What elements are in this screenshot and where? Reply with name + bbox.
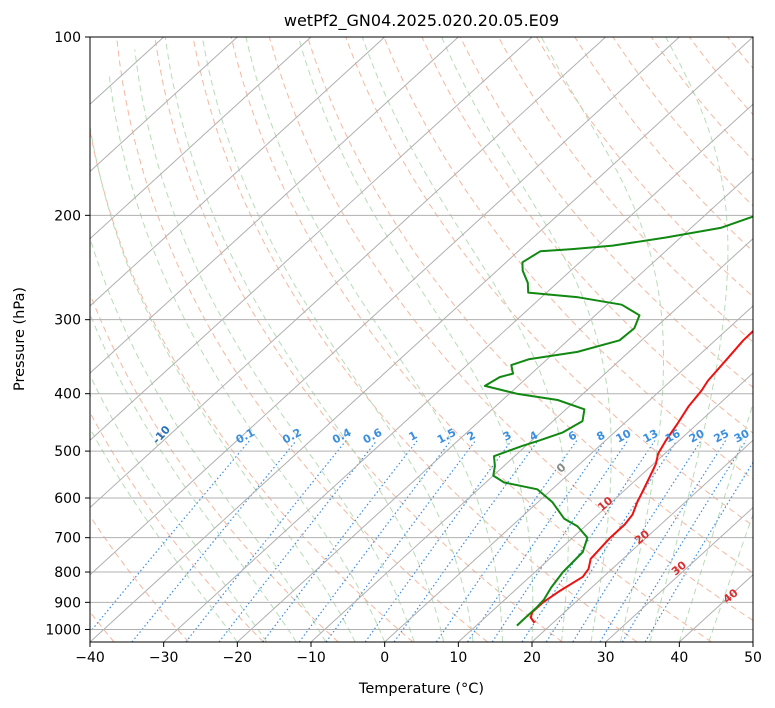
x-tick-label: 0 (380, 650, 389, 666)
moist-adiabat (201, 37, 474, 642)
isotherm (605, 506, 753, 642)
x-tick-label: −10 (296, 650, 326, 666)
mixing-ratio-label: 10 (614, 427, 634, 446)
dewpoint-profile (483, 215, 753, 627)
mixing-ratio-label: 25 (712, 427, 732, 446)
moist-adiabat (108, 72, 386, 642)
mixing-ratio-label: 16 (663, 427, 683, 446)
moist-adiabat (245, 37, 503, 642)
isotherm (236, 170, 753, 642)
moist-adiabat (90, 427, 238, 642)
x-tick-label: 10 (449, 650, 467, 666)
x-tick-label: −20 (223, 650, 253, 666)
y-tick-label: 100 (54, 30, 81, 46)
dry-adiabat (268, 37, 753, 622)
isotherm (90, 37, 386, 307)
isotherm (90, 37, 459, 374)
moist-adiabat (649, 37, 729, 642)
y-tick-label: 700 (54, 531, 81, 547)
dry-adiabat (116, 37, 488, 642)
isotherm (457, 372, 753, 642)
moist-adiabat (441, 37, 612, 642)
x-tick-label: −30 (149, 650, 179, 666)
mixing-ratio-line (599, 440, 727, 642)
isotherm (163, 103, 753, 642)
moist-adiabat (164, 37, 445, 642)
isotherm (90, 37, 753, 642)
y-tick-label: 200 (54, 208, 81, 224)
mixing-ratio-label: 13 (641, 427, 661, 446)
isotherm (310, 237, 753, 642)
mixing-ratio-line (435, 440, 578, 642)
y-tick-label: 1000 (45, 622, 81, 638)
isotherm (90, 37, 607, 509)
mixing-ratio-line (545, 440, 678, 642)
plot-area (90, 37, 753, 642)
isotherm (90, 37, 238, 173)
dry-adiabat (307, 37, 753, 574)
plot-frame (89, 36, 754, 643)
moist-adiabat (540, 37, 664, 642)
y-tick-label: 300 (54, 313, 81, 329)
y-tick-label: 400 (54, 387, 81, 403)
dry-adiabat (90, 515, 190, 642)
dry-adiabat (192, 37, 638, 642)
y-tick-label: 600 (54, 491, 81, 507)
x-tick-label: 50 (744, 650, 762, 666)
mixing-ratio-line (572, 440, 702, 642)
moist-adiabat (134, 49, 415, 642)
mixing-ratio-line (131, 440, 297, 642)
moist-adiabat (90, 236, 327, 642)
moist-adiabat (708, 513, 753, 642)
y-tick-label: 800 (54, 565, 81, 581)
dry-adiabat (154, 37, 563, 642)
dry-adiabat (90, 127, 414, 642)
mixing-ratio-line (644, 461, 753, 642)
x-tick-label: 30 (597, 650, 615, 666)
isotherm (90, 37, 533, 442)
moist-adiabat (361, 37, 569, 642)
dry-adiabat (90, 411, 264, 642)
isotherm (531, 439, 753, 642)
isotherm (384, 305, 753, 642)
mixing-ratio-line (466, 440, 606, 642)
isotherm (90, 37, 680, 576)
x-tick-label: 40 (670, 650, 688, 666)
axes: −40 −30 −20 −10 0 10 20 30 40 50 1000 900 800 700 600 5… (45, 30, 762, 666)
chart-title: wetPf2_GN04.2025.020.20.05.E09 (284, 11, 559, 31)
moist-adiabat (90, 123, 356, 642)
y-axis-title: Pressure (hPa) (12, 287, 28, 391)
mixing-ratio-line (621, 440, 747, 642)
mixing-ratio-line (325, 440, 476, 642)
x-tick-label: −40 (75, 650, 105, 666)
mixing-ratio-label: 20 (687, 427, 707, 446)
temperature-profile (529, 329, 753, 624)
y-tick-label: 900 (54, 595, 81, 611)
mixing-ratio-line (218, 440, 378, 642)
mixing-ratio-label: 30 (732, 427, 752, 446)
isotherm (90, 37, 312, 240)
x-tick-label: 20 (523, 650, 541, 666)
moist-adiabat (297, 37, 534, 642)
moist-adiabat (678, 401, 753, 642)
x-axis-title: Temperature (°C) (358, 681, 484, 697)
dry-adiabat (536, 37, 753, 298)
mixing-ratio-line (90, 440, 251, 633)
y-tick-label: 500 (54, 444, 81, 460)
mixing-ratio-line (491, 440, 629, 642)
mixing-ratio-line (364, 440, 512, 642)
